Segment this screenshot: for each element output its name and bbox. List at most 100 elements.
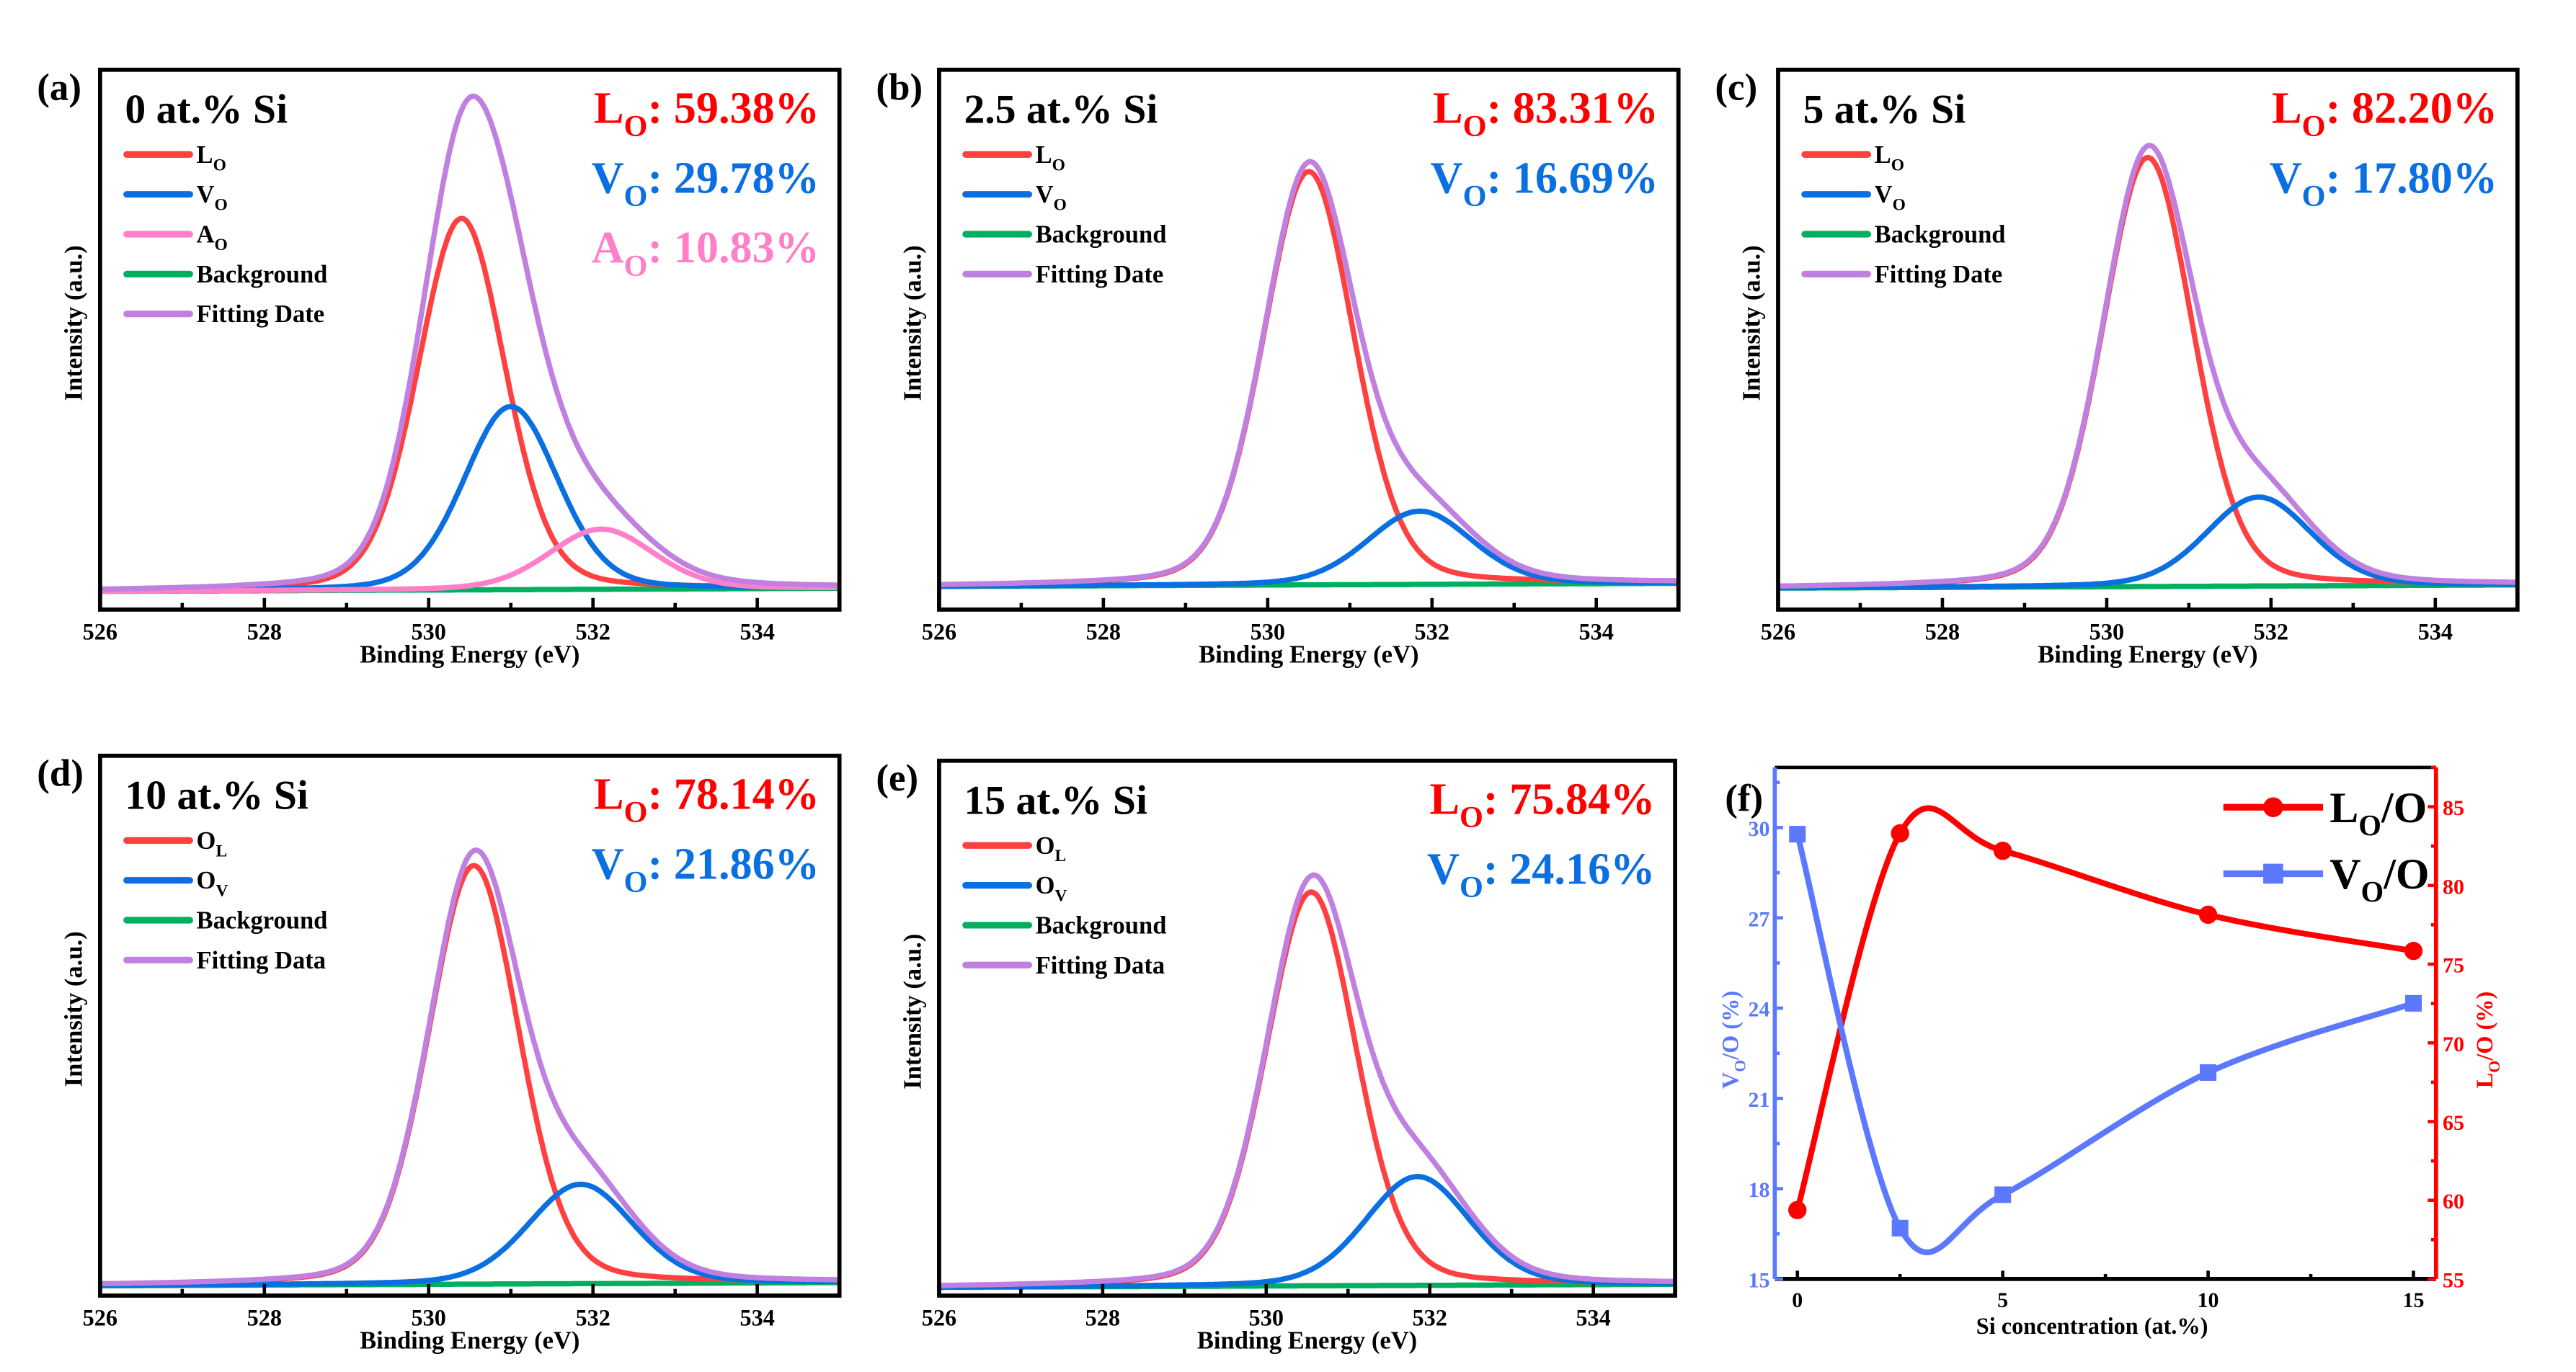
x-tick-label: 532: [576, 618, 610, 644]
y-axis-label: Intensity (a.u.): [61, 245, 88, 401]
left-y-tick-label: 21: [1749, 1088, 1770, 1112]
percentage-annotation-value: : 24.16%: [1483, 845, 1656, 894]
percentage-annotation-value: : 29.78%: [647, 153, 820, 202]
percentage-annotation-sub: O: [624, 865, 648, 899]
fitting-line: [938, 159, 1679, 587]
legend-label: OV: [1036, 872, 1067, 905]
data-point-circle: [2198, 905, 2218, 925]
right-y-axis-label-value: /O (%): [2471, 992, 2497, 1061]
percentage-annotation-main: V: [592, 839, 624, 888]
x-tick-label: 530: [2089, 618, 2124, 644]
percentage-annotation-value: : 78.14%: [647, 770, 820, 819]
x-tick-label: 526: [83, 618, 117, 644]
legend-label-main: Fitting Date: [197, 300, 325, 328]
plot-frame: [937, 758, 1677, 1298]
right-y-tick-label: 60: [2443, 1190, 2464, 1213]
legend-label-sub: O: [215, 236, 228, 254]
legend-label: LO: [1036, 141, 1065, 174]
legend-label-main: Fitting Date: [1036, 261, 1164, 288]
legend-label-main: Background: [197, 261, 328, 288]
left-y-tick-label: 18: [1749, 1178, 1770, 1202]
x-tick-label: 526: [1761, 618, 1795, 644]
legend-label-value: /O: [2383, 850, 2429, 898]
panel-label: (c): [1715, 66, 1757, 108]
legend-label-main: L: [2329, 784, 2358, 832]
x-axis-label: Binding Energy (eV): [1197, 1327, 1417, 1355]
legend-label-sub: V: [1055, 887, 1067, 906]
percentage-annotation-main: L: [594, 84, 623, 133]
x-tick-label: 534: [740, 1304, 774, 1330]
x-tick-label: 528: [1086, 618, 1121, 644]
left-y-axis-label-main: V: [1718, 1072, 1744, 1089]
legend-label: VO: [1875, 181, 1906, 214]
percentage-annotation-sub: O: [624, 110, 648, 143]
legend-label-sub: L: [216, 842, 227, 860]
legend-label-sub: O: [1891, 156, 1904, 174]
legend-label-value: /O: [2381, 784, 2427, 832]
percentage-annotation: LO: 75.84%: [1430, 775, 1656, 834]
data-point-circle: [1788, 1200, 1807, 1219]
x-tick-label: 528: [1925, 618, 1960, 644]
legend-label-main: Background: [197, 907, 328, 935]
panel-label: (f): [1725, 778, 1763, 819]
legend-label-main: Fitting Data: [1036, 952, 1165, 979]
left-y-axis-label-value: /O (%): [1718, 991, 1744, 1061]
percentage-annotation-sub: O: [624, 796, 648, 829]
percentage-annotation-value: : 75.84%: [1483, 775, 1656, 824]
x-tick-label: 526: [922, 618, 956, 644]
x-tick-label: 526: [922, 1304, 956, 1330]
legend-label-main: V: [1875, 181, 1893, 208]
legend-label: Background: [197, 907, 328, 935]
plot-frame: [1776, 67, 2520, 612]
data-point-square: [2200, 1064, 2217, 1081]
data-point-circle: [1993, 842, 2012, 860]
percentage-annotation-sub: O: [2302, 110, 2326, 143]
plot-frame: [97, 753, 842, 1298]
series-vo-o-line: [1794, 833, 2415, 1255]
legend-label-main: V: [197, 181, 215, 208]
panel-title: 5 at.% Si: [1803, 87, 1966, 133]
x-tick-label: 534: [1579, 618, 1614, 644]
x-tick-label: 530: [412, 618, 446, 644]
percentage-annotation-value: : 83.31%: [1487, 84, 1659, 133]
legend-label: Background: [197, 261, 328, 288]
percentage-annotation: LO: 82.20%: [2272, 84, 2497, 144]
legend-label: Background: [1875, 221, 2006, 249]
x-axis-label: Binding Energy (eV): [360, 641, 579, 669]
left-y-axis-label: VO/O (%): [1718, 991, 1749, 1089]
legend-label-main: O: [1036, 872, 1055, 899]
panel-label: (e): [876, 757, 918, 799]
legend-label: LO/O: [2329, 784, 2427, 842]
panel-label: (a): [37, 66, 81, 108]
percentage-annotation-main: L: [594, 770, 623, 819]
x-tick-label: 534: [2418, 618, 2453, 644]
legend-label-main: L: [197, 141, 213, 169]
panel-e: 526 528 530 532 534 Binding Energy (eV) Intens…: [876, 757, 1677, 1355]
legend-marker-circle: [2263, 797, 2283, 818]
legend-label-main: O: [197, 867, 216, 894]
panel-title: 15 at.% Si: [964, 778, 1147, 823]
percentage-annotation-value: : 82.20%: [2326, 84, 2498, 133]
legend-label-main: Fitting Data: [197, 947, 327, 974]
x-axis-label: Si concentration (at.%): [1976, 1313, 2208, 1339]
panel-a: 526 528 530 532 534 Binding Energy (eV) Intens…: [37, 66, 842, 669]
legend-label-sub: O: [2361, 876, 2384, 908]
plot-frame: [97, 67, 842, 612]
legend-label-main: O: [1036, 832, 1055, 860]
panel-label: (d): [37, 752, 84, 794]
legend-label: VO: [1036, 181, 1067, 214]
legend-label-main: V: [2329, 850, 2360, 898]
percentage-annotation: LO: 78.14%: [594, 770, 820, 830]
legend-label: OL: [197, 827, 228, 860]
y-axis-label: Intensity (a.u.): [1738, 245, 1766, 401]
legend-label: OL: [1036, 832, 1067, 865]
legend-label-sub: V: [216, 882, 228, 901]
panel-title: 2.5 at.% Si: [964, 87, 1158, 133]
legend-label: Fitting Date: [197, 300, 325, 328]
legend-label-main: Background: [1036, 221, 1167, 249]
legend-label-main: O: [197, 827, 216, 855]
percentage-annotation-main: V: [2270, 153, 2302, 202]
percentage-annotation: AO: 10.83%: [592, 223, 820, 283]
y-axis-label: Intensity (a.u.): [61, 931, 88, 1087]
right-y-tick-label: 55: [2443, 1268, 2464, 1292]
